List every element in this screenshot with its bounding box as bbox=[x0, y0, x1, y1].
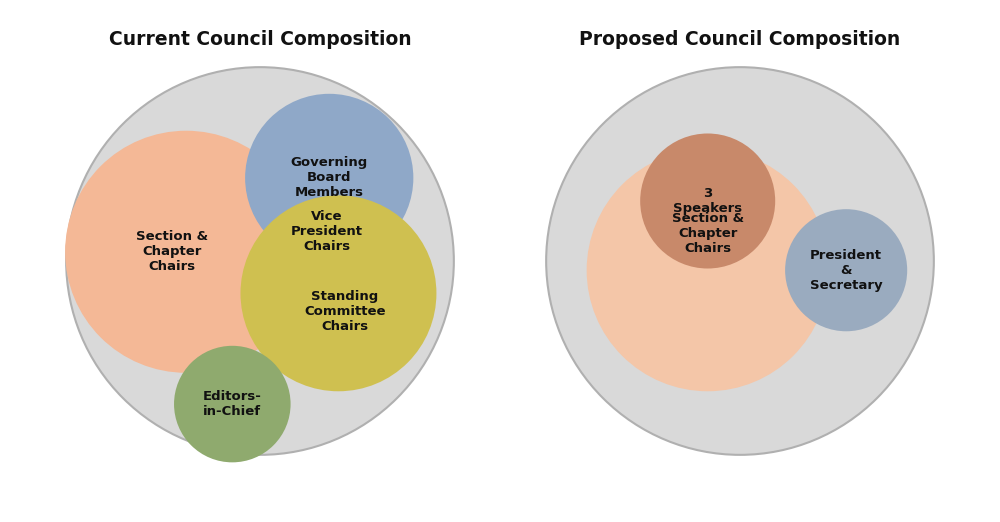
Text: Standing
Committee
Chairs: Standing Committee Chairs bbox=[304, 290, 386, 333]
Circle shape bbox=[66, 132, 306, 372]
Text: Editors-
in-Chief: Editors- in-Chief bbox=[203, 390, 262, 418]
Text: Governing
Board
Members: Governing Board Members bbox=[291, 157, 368, 199]
Text: President
&
Secretary: President & Secretary bbox=[810, 248, 882, 292]
Text: Section &
Chapter
Chairs: Section & Chapter Chairs bbox=[672, 212, 744, 255]
Circle shape bbox=[588, 150, 828, 390]
Circle shape bbox=[242, 196, 435, 390]
Text: Section &
Chapter
Chairs: Section & Chapter Chairs bbox=[136, 230, 208, 274]
Circle shape bbox=[246, 95, 412, 261]
Text: Vice
President
Chairs: Vice President Chairs bbox=[290, 210, 362, 253]
Text: Current Council Composition: Current Council Composition bbox=[109, 30, 411, 49]
Circle shape bbox=[175, 347, 290, 461]
Text: Proposed Council Composition: Proposed Council Composition bbox=[579, 30, 901, 49]
Circle shape bbox=[641, 135, 774, 267]
Circle shape bbox=[546, 67, 934, 455]
Text: 3
Speakers: 3 Speakers bbox=[673, 187, 742, 215]
Circle shape bbox=[786, 210, 906, 330]
Circle shape bbox=[66, 67, 454, 455]
